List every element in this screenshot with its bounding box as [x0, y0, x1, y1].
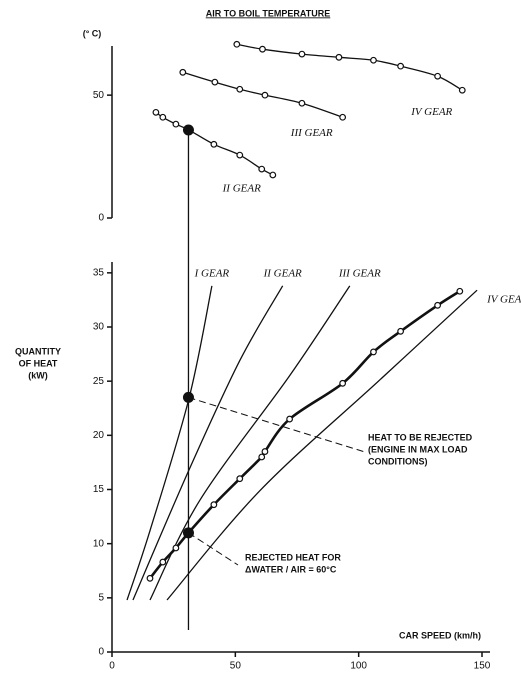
y-tick-label: 10: [93, 538, 105, 549]
data-point: [370, 348, 377, 356]
y-tick-label: 50: [93, 90, 105, 101]
y-axis-label: QUANTITY: [15, 346, 61, 356]
data-point: [258, 453, 266, 461]
data-point: [179, 68, 187, 76]
data-point: [258, 165, 266, 173]
data-point: [236, 85, 244, 93]
x-tick-label: 100: [350, 661, 367, 672]
data-point: [335, 53, 343, 61]
data-point: [434, 72, 442, 80]
data-point: [210, 501, 218, 509]
highlight-point: [182, 527, 194, 539]
x-tick-label: 0: [109, 661, 115, 672]
data-point: [152, 108, 160, 116]
data-point: [458, 86, 466, 94]
y-tick-label: 30: [93, 322, 105, 333]
data-point: [298, 99, 306, 107]
y-tick-label: 0: [98, 647, 104, 658]
annotation-leader: [188, 396, 366, 453]
data-point: [159, 113, 167, 121]
data-point: [397, 62, 405, 70]
y-axis-label: OF HEAT: [19, 358, 58, 368]
data-point: [259, 45, 266, 53]
data-point: [339, 379, 347, 387]
data-point: [236, 151, 244, 159]
x-tick-label: 150: [474, 661, 491, 672]
series-label: IV GEAR: [486, 294, 521, 306]
y-tick-label: 5: [98, 592, 104, 603]
data-point: [456, 287, 464, 295]
series-line: [236, 43, 463, 91]
y-tick-label: 0: [98, 213, 104, 224]
y-tick-label: 15: [93, 484, 105, 495]
data-point: [233, 40, 241, 48]
series-label: III GEAR: [338, 267, 381, 279]
series-label: III GEAR: [290, 127, 333, 139]
x-axis-label: CAR SPEED (km/h): [399, 630, 481, 640]
series-label: I GEAR: [194, 267, 230, 279]
annotation: (ENGINE IN MAX LOAD: [368, 444, 468, 454]
series-line: [166, 289, 478, 601]
annotation: REJECTED HEAT FOR: [245, 552, 341, 562]
data-point: [370, 56, 377, 64]
annotation: CONDITIONS): [368, 456, 428, 466]
y-tick-label: 25: [93, 376, 105, 387]
data-point: [339, 113, 347, 121]
annotation: ΔWATER / AIR = 60°C: [245, 564, 337, 574]
series-label: II GEAR: [263, 267, 302, 279]
data-point: [172, 544, 180, 552]
y-axis-label: (° C): [83, 28, 102, 38]
x-tick-label: 50: [230, 661, 242, 672]
data-point: [286, 415, 294, 423]
data-point: [172, 120, 180, 128]
data-point: [269, 171, 277, 179]
y-axis-label: (kW): [28, 370, 48, 380]
data-point: [397, 327, 405, 335]
y-tick-label: 35: [93, 267, 105, 278]
chart-title: AIR TO BOIL TEMPERATURE: [206, 8, 331, 18]
series-label: II GEAR: [222, 183, 261, 195]
annotation-leader: [188, 532, 239, 566]
highlight-point: [182, 124, 194, 136]
data-point: [434, 301, 442, 309]
data-point: [261, 91, 269, 99]
y-tick-label: 20: [93, 430, 105, 441]
series-label: IV GEAR: [410, 106, 452, 118]
series-line: [126, 285, 213, 601]
data-point: [210, 140, 218, 148]
annotation: HEAT TO BE REJECTED: [368, 432, 473, 442]
highlight-point: [182, 391, 194, 403]
data-point: [236, 475, 244, 483]
data-point: [211, 78, 219, 86]
data-point: [159, 558, 167, 566]
data-point: [261, 448, 269, 455]
series-line: [132, 285, 284, 601]
data-point: [298, 50, 306, 58]
data-point: [146, 574, 154, 582]
